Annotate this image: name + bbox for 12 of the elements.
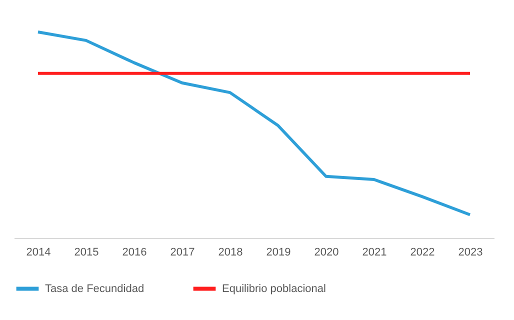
- x-tick-label: 2014: [26, 246, 51, 258]
- legend-label: Equilibrio poblacional: [222, 282, 326, 295]
- legend-label: Tasa de Fecundidad: [45, 282, 144, 295]
- x-tick-label: 2023: [458, 246, 483, 258]
- x-tick-label: 2021: [362, 246, 387, 258]
- x-tick-label: 2019: [266, 246, 291, 258]
- x-tick-label: 2020: [314, 246, 339, 258]
- x-tick-label: 2017: [170, 246, 195, 258]
- x-tick-label: 2015: [74, 246, 99, 258]
- x-tick-label: 2022: [410, 246, 435, 258]
- x-tick-label: 2016: [122, 246, 147, 258]
- x-tick-label: 2018: [218, 246, 243, 258]
